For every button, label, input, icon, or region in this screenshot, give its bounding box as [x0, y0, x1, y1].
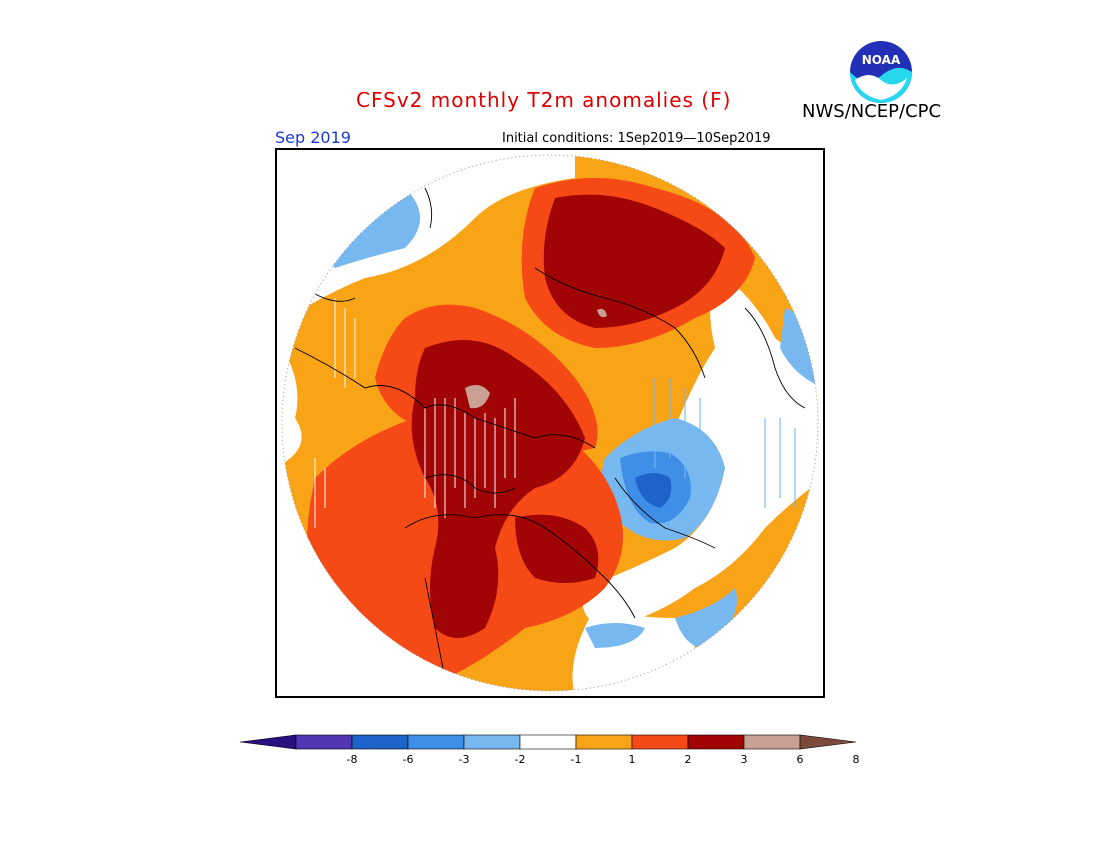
legend-tick-label: 1	[629, 753, 636, 766]
legend-tick-label: 3	[741, 753, 748, 766]
noaa-logo-text: NOAA	[862, 53, 901, 67]
legend-tick-label: 2	[685, 753, 692, 766]
noaa-logo: NOAA	[850, 41, 912, 103]
legend-swatch	[351, 734, 409, 750]
initial-conditions: Initial conditions: 1Sep2019—10Sep2019	[502, 131, 771, 146]
legend-tick-label: -1	[571, 753, 582, 766]
legend-tick-label: -3	[459, 753, 470, 766]
legend-swatch	[407, 734, 465, 750]
legend-arrow-above	[799, 734, 857, 750]
legend-tick-label: 8	[853, 753, 860, 766]
agency-label: NWS/NCEP/CPC	[802, 101, 942, 122]
legend-swatch	[743, 734, 801, 750]
polar-map	[275, 148, 825, 698]
legend-arrow-below	[239, 734, 297, 750]
legend-swatch	[463, 734, 521, 750]
legend-swatch	[519, 734, 577, 750]
forecast-period: Sep 2019	[275, 128, 351, 147]
coastlines	[294, 187, 806, 679]
legend-tick-label: -8	[347, 753, 358, 766]
legend-tick-label: -2	[515, 753, 526, 766]
legend-tick-label: 6	[797, 753, 804, 766]
color-legend: -8 -6 -3 -2 -1 1 2 3 6 8	[239, 734, 860, 766]
map-title: CFSv2 monthly T2m anomalies (F)	[356, 88, 732, 112]
legend-swatch	[575, 734, 633, 750]
legend-swatch	[687, 734, 745, 750]
legend-swatch	[631, 734, 689, 750]
legend-swatch	[295, 734, 353, 750]
legend-tick-label: -6	[403, 753, 414, 766]
